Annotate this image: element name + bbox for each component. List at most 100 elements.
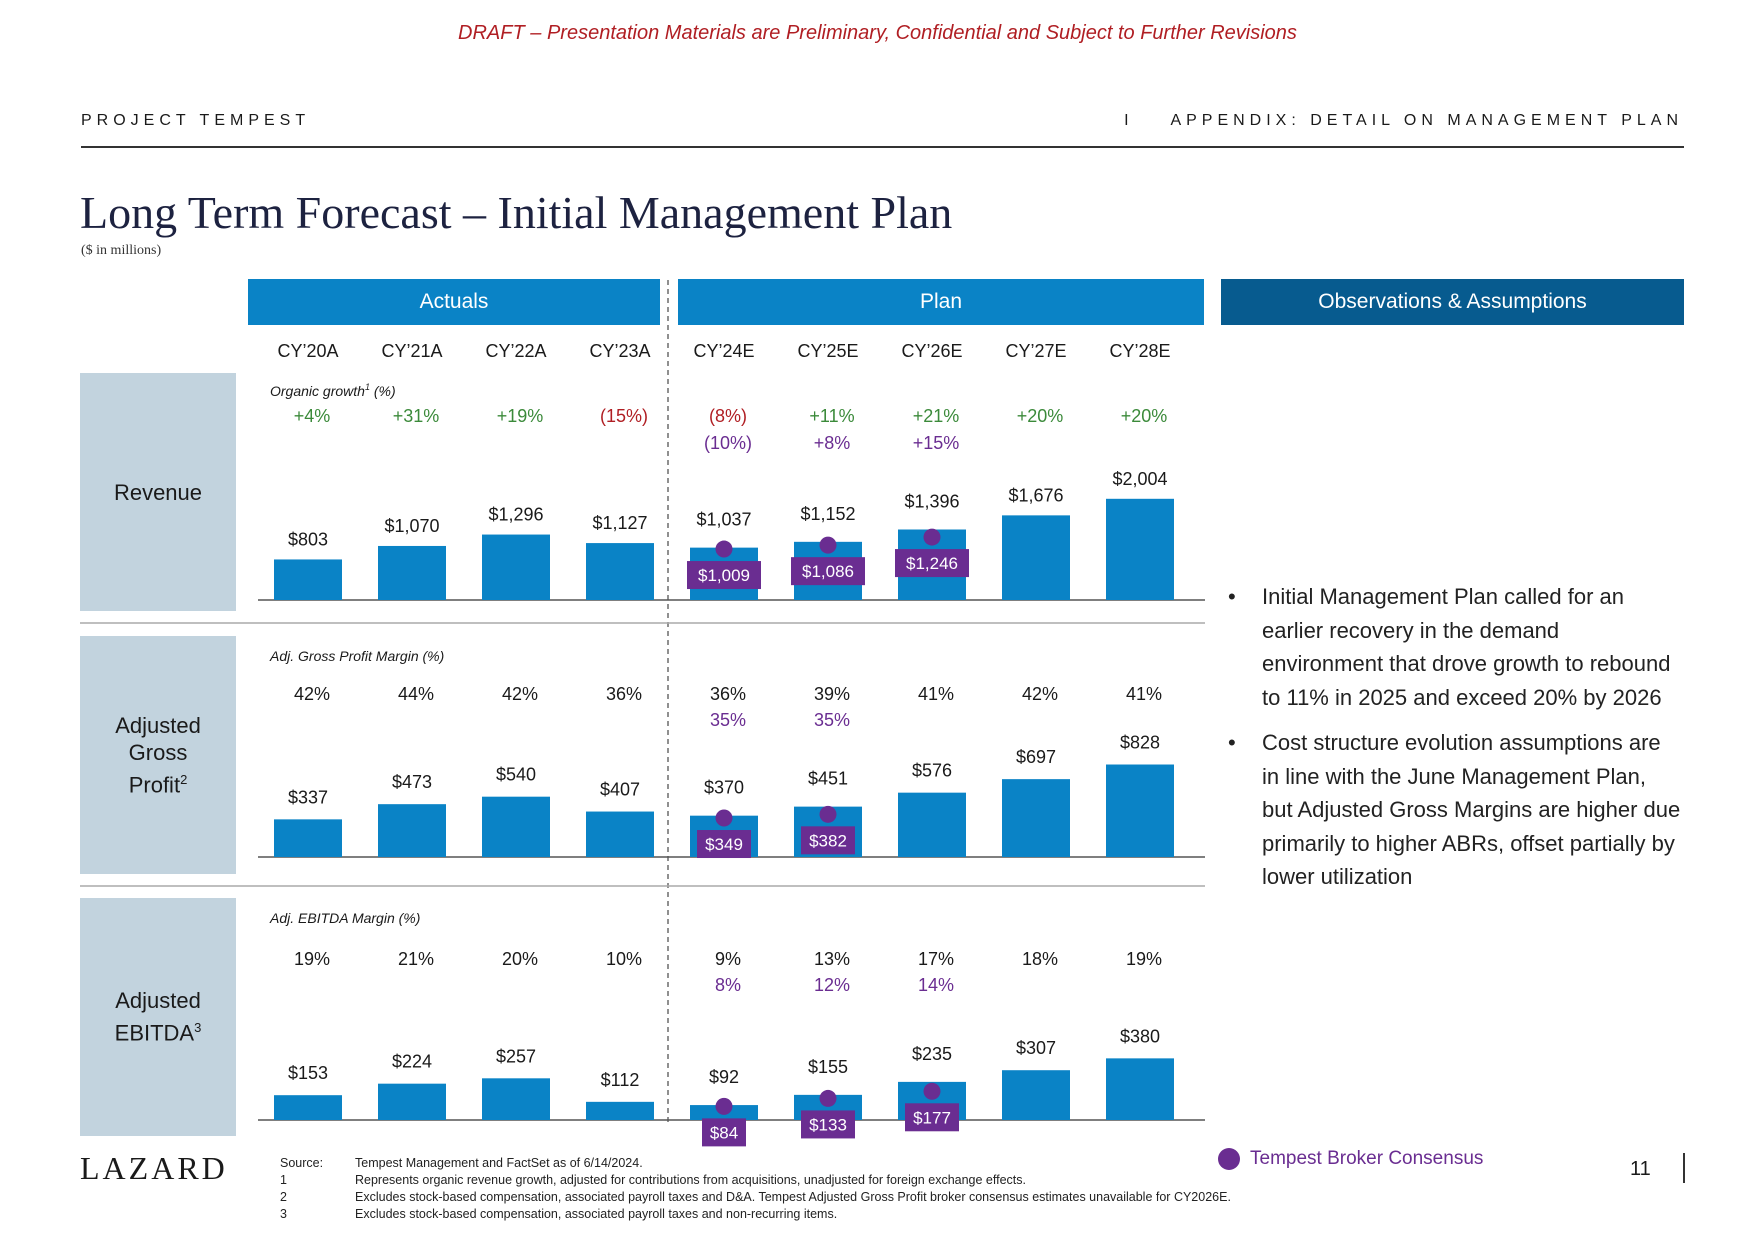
bar [1002,1070,1070,1120]
bar-value-label: $1,676 [1008,485,1063,505]
metric-title: Organic growth1 (%) [270,382,396,399]
bar-value-label: $803 [288,529,328,549]
bar-value-label: $235 [912,1044,952,1064]
consensus-metric-value: 8% [715,975,741,995]
bar-value-label: $697 [1016,747,1056,767]
bar-value-label: $112 [601,1070,640,1090]
consensus-value-label: $382 [809,831,847,850]
metric-value: +11% [809,406,854,426]
consensus-label-box [801,1110,855,1139]
bar-value-label: $257 [496,1046,536,1066]
bar-value-label: $576 [912,761,952,781]
bar [1106,498,1174,600]
category-label: CY’24E [693,341,754,361]
metric-value: (15%) [600,406,648,426]
metric-value: 10% [606,949,642,969]
bar [1106,1058,1174,1120]
metric-value: (8%) [709,406,747,426]
metric-value: 41% [1126,684,1162,704]
category-label: CY’22A [485,341,546,361]
footnote-marker: 1 [365,382,370,392]
metric-value: +20% [1017,406,1064,426]
consensus-dot [819,1089,837,1107]
category-label: CY’21A [381,341,442,361]
bar [274,1095,342,1120]
consensus-metric-value: +15% [913,433,960,453]
consensus-metric-value: 35% [814,710,850,730]
lazard-logo: LAZARD [80,1150,228,1186]
bar [898,792,966,857]
metric-value: +19% [497,406,544,426]
consensus-value-label: $84 [710,1123,738,1142]
consensus-metric-value: (10%) [704,433,752,453]
metric-value: 41% [918,684,954,704]
consensus-dot [923,528,941,546]
consensus-dot [715,540,733,558]
metric-value: 21% [398,949,434,969]
footnote-text: Tempest Management and FactSet as of 6/1… [355,1156,643,1170]
bar [274,559,342,600]
plan-header: Plan [678,279,1204,325]
category-label: CY’27E [1005,341,1066,361]
bar [482,534,550,600]
consensus-label-box [801,826,855,855]
consensus-dot [819,805,837,823]
footnote-text: Excludes stock-based compensation, assoc… [355,1190,1231,1204]
metric-value: +4% [294,406,331,426]
category-label: CY’28E [1109,341,1170,361]
consensus-metric-value: 35% [710,710,746,730]
footnote-text: Excludes stock-based compensation, assoc… [355,1207,838,1221]
category-label: CY’20A [277,341,338,361]
row-label-text: Adjusted EBITDA [114,988,201,1046]
bar-value-label: $473 [392,772,432,792]
metric-value: 42% [502,684,538,704]
bar-value-label: $370 [704,778,744,798]
metric-value: 36% [710,684,746,704]
observations-list: Initial Management Plan called for an ea… [1222,580,1682,906]
metric-value: 17% [918,949,954,969]
bar [1002,515,1070,600]
footnote-marker: 3 [194,1020,202,1036]
consensus-label-box [697,830,751,859]
page-number-rule [1683,1153,1685,1183]
actuals-header: Actuals [248,279,660,325]
consensus-value-label: $1,246 [906,554,958,573]
metric-value: 19% [1126,949,1162,969]
bar-value-label: $1,296 [488,505,543,525]
consensus-legend-marker [1218,1148,1240,1170]
metric-title: Adj. EBITDA Margin (%) [269,910,420,926]
bar-value-label: $337 [288,787,328,807]
metric-value: +31% [393,406,440,426]
footnote-key: 1 [280,1173,287,1187]
consensus-label-box [895,549,969,578]
consensus-dot [715,809,733,827]
bar-value-label: $1,396 [904,492,959,512]
bar-value-label: $380 [1120,1026,1160,1046]
consensus-label-box [687,561,761,590]
metric-value: 42% [294,684,330,704]
footnote: 1 Represents organic revenue growth, adju… [280,1172,1231,1189]
bar [378,545,446,600]
bar [482,1078,550,1120]
row-label-gross-profit: Adjusted Gross Profit2 [80,636,236,874]
bar [482,796,550,857]
observation-item: Initial Management Plan called for an ea… [1222,580,1682,714]
consensus-metric-value: +8% [814,433,851,453]
bar [586,543,654,600]
metric-value: +20% [1121,406,1168,426]
metric-value: 13% [814,949,850,969]
consensus-dot [923,1082,941,1100]
footnote-key: 2 [280,1190,287,1204]
row-label-revenue: Revenue [80,373,236,611]
footnote: 3 Excludes stock-based compensation, asso… [280,1206,1231,1223]
consensus-label-box [702,1118,746,1147]
bar [586,811,654,857]
consensus-value-label: $177 [913,1108,951,1127]
legend-label: Tempest Broker Consensus [1250,1148,1484,1169]
header-rule [81,146,1684,148]
metric-value: 20% [502,949,538,969]
consensus-value-label: $1,086 [802,562,854,581]
bar-value-label: $1,127 [592,513,647,533]
section-title: I APPENDIX: DETAIL ON MANAGEMENT PLAN [1124,112,1683,129]
